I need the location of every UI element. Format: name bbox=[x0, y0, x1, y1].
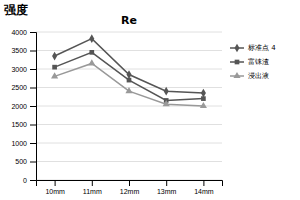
series-point bbox=[127, 78, 132, 83]
y-tick-mark bbox=[30, 162, 36, 163]
series-line bbox=[55, 39, 204, 93]
y-tick: 4000 bbox=[11, 29, 36, 36]
y-tick-label: 3000 bbox=[11, 66, 27, 73]
y-tick-label: 2500 bbox=[11, 84, 27, 91]
x-tick-mark bbox=[129, 180, 130, 186]
series-point bbox=[163, 100, 170, 106]
y-tick: 1000 bbox=[11, 140, 36, 147]
y-tick-mark bbox=[30, 125, 36, 126]
x-tick-label: 10mm bbox=[45, 188, 65, 195]
y-tick-mark bbox=[30, 51, 36, 52]
y-tick: 0 bbox=[23, 177, 36, 184]
x-tick: 13mm bbox=[157, 180, 177, 195]
series-point bbox=[52, 52, 57, 61]
legend-marker bbox=[233, 72, 240, 78]
plot-area: 0 500 1000 1500 2000 2500 3000 3500 4000 10mm 11mm… bbox=[11, 29, 222, 195]
y-tick: 500 bbox=[15, 158, 36, 165]
series-point bbox=[126, 70, 131, 79]
x-tick-mark bbox=[166, 180, 167, 186]
y-tick-label: 0 bbox=[23, 177, 27, 184]
x-tick-label: 12mm bbox=[120, 188, 140, 195]
y-tick-label: 500 bbox=[15, 158, 27, 165]
series-point bbox=[125, 87, 132, 93]
x-tick: 10mm bbox=[45, 180, 65, 195]
x-tick-mark bbox=[55, 180, 56, 186]
y-tick: 1500 bbox=[11, 121, 36, 128]
series-point bbox=[89, 34, 94, 43]
y-tick-label: 2000 bbox=[11, 103, 27, 110]
x-tick-label: 11mm bbox=[83, 188, 102, 195]
series-point bbox=[52, 65, 57, 70]
grid-line bbox=[36, 50, 222, 51]
x-tick-mark bbox=[203, 180, 204, 186]
x-tick-label: 13mm bbox=[157, 188, 177, 195]
x-axis: 10mm 11mm 12mm 13mm 14mm bbox=[37, 180, 223, 195]
marks bbox=[51, 34, 207, 108]
x-tick: 14mm bbox=[194, 180, 214, 195]
grid-line bbox=[36, 143, 222, 144]
y-tick-mark bbox=[30, 88, 36, 89]
series-point bbox=[164, 87, 169, 96]
y-tick-label: 3500 bbox=[11, 47, 27, 54]
y-tick-mark bbox=[30, 106, 36, 107]
series-point bbox=[51, 72, 58, 78]
legend: 标准点 4 富铼渣浸出液 bbox=[230, 44, 276, 81]
y-axis-title: 强度 bbox=[4, 3, 28, 17]
legend-label: 标准点 4 bbox=[247, 44, 276, 52]
y-tick-label: 4000 bbox=[11, 29, 27, 36]
chart-container: 0 500 1000 1500 2000 2500 3000 3500 4000 10mm 11mm… bbox=[0, 0, 300, 200]
y-axis: 0 500 1000 1500 2000 2500 3000 3500 4000 bbox=[11, 29, 36, 184]
legend-item: 标准点 4 bbox=[230, 44, 276, 53]
grid bbox=[36, 32, 222, 180]
x-tick-mark bbox=[92, 180, 93, 186]
series-point bbox=[89, 50, 94, 55]
x-tick: 12mm bbox=[120, 180, 140, 195]
series-point bbox=[201, 96, 206, 101]
grid-line bbox=[36, 124, 222, 125]
grid-line bbox=[36, 69, 222, 70]
legend-item: 浸出液 bbox=[230, 72, 269, 81]
legend-marker bbox=[235, 60, 240, 65]
chart-title: Re bbox=[121, 14, 137, 27]
y-tick: 2500 bbox=[11, 84, 36, 91]
legend-label: 浸出液 bbox=[248, 72, 269, 80]
x-tick-label: 14mm bbox=[194, 188, 214, 195]
series-point bbox=[201, 89, 206, 98]
series-line bbox=[55, 52, 204, 100]
y-tick-mark bbox=[30, 180, 36, 181]
grid-line bbox=[36, 32, 222, 33]
y-tick-mark bbox=[30, 32, 36, 33]
y-axis-line bbox=[30, 33, 37, 181]
grid-line bbox=[36, 161, 222, 162]
legend-item: 富铼渣 bbox=[230, 58, 269, 66]
y-tick-label: 1000 bbox=[11, 140, 27, 147]
y-tick: 2000 bbox=[11, 103, 36, 110]
legend-marker bbox=[234, 44, 239, 53]
legend-label: 富铼渣 bbox=[248, 58, 269, 66]
y-tick: 3000 bbox=[11, 66, 36, 73]
series-line bbox=[55, 63, 204, 106]
x-axis-line bbox=[37, 181, 223, 187]
y-tick-label: 1500 bbox=[11, 121, 27, 128]
series-point bbox=[200, 102, 207, 108]
x-tick: 11mm bbox=[83, 180, 102, 195]
series-point bbox=[88, 59, 95, 65]
y-tick-mark bbox=[30, 143, 36, 144]
chart-svg: 0 500 1000 1500 2000 2500 3000 3500 4000 10mm 11mm… bbox=[0, 0, 300, 200]
y-tick-mark bbox=[30, 69, 36, 70]
y-tick: 3500 bbox=[11, 47, 36, 54]
